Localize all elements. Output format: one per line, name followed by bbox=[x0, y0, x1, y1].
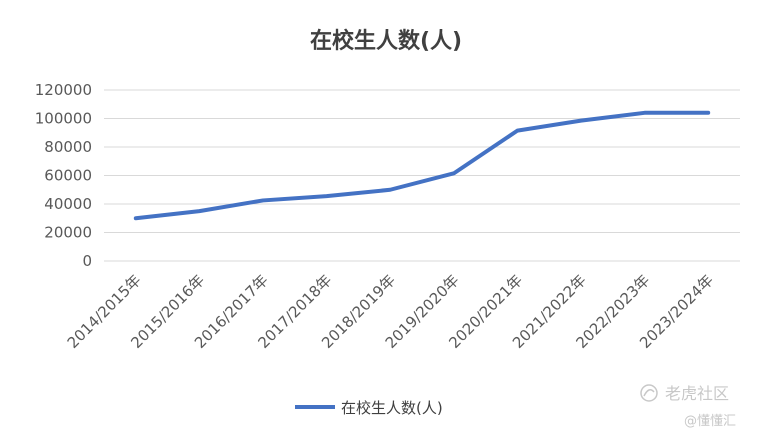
watermark-line2: @懂懂汇 bbox=[684, 414, 736, 429]
watermark-line1: 老虎社区 bbox=[665, 384, 729, 403]
chart-title: 在校生人数(人) bbox=[310, 28, 462, 54]
y-tick-label: 120000 bbox=[35, 81, 92, 99]
x-axis-ticks: 2014/2015年2015/2016年2016/2017年2017/2018年… bbox=[64, 271, 717, 352]
y-tick-label: 100000 bbox=[35, 110, 92, 128]
y-axis-ticks: 0 20000 40000 60000 80000 100000 120000 bbox=[35, 81, 92, 270]
y-tick-label: 20000 bbox=[44, 224, 92, 242]
series-layer bbox=[133, 110, 711, 221]
y-tick-label: 80000 bbox=[44, 138, 92, 156]
y-tick-label: 60000 bbox=[44, 167, 92, 185]
watermark: 老虎社区 @懂懂汇 bbox=[640, 384, 736, 429]
series-line bbox=[133, 110, 711, 221]
legend-label: 在校生人数(人) bbox=[341, 399, 443, 417]
tiger-logo-icon bbox=[640, 384, 658, 402]
gridlines bbox=[104, 89, 740, 262]
y-tick-label: 0 bbox=[82, 252, 92, 270]
legend: 在校生人数(人) bbox=[295, 399, 443, 417]
y-tick-label: 40000 bbox=[44, 195, 92, 213]
